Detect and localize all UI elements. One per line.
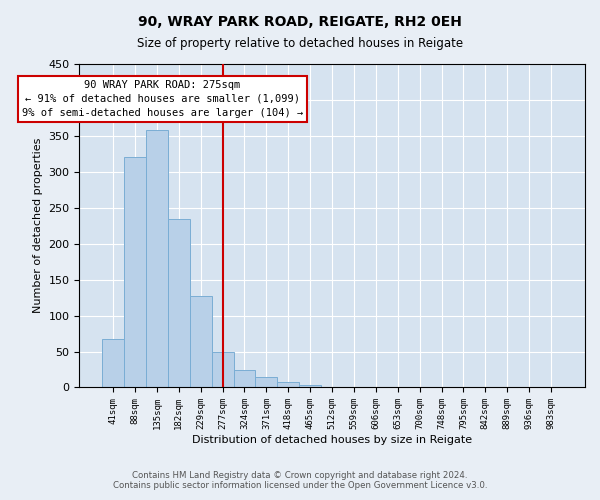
Bar (540, 387, 562, 388)
X-axis label: Distribution of detached houses by size in Reigate: Distribution of detached houses by size … (192, 435, 472, 445)
Bar (168, 218, 190, 388)
Bar (431, 387, 452, 388)
Bar (299, 386, 321, 388)
Y-axis label: Number of detached properties: Number of detached properties (33, 138, 43, 314)
Bar (321, 387, 343, 388)
Text: Size of property relative to detached houses in Reigate: Size of property relative to detached ho… (137, 38, 463, 51)
Bar (124, 158, 146, 388)
Text: 90 WRAY PARK ROAD: 275sqm
← 91% of detached houses are smaller (1,099)
9% of sem: 90 WRAY PARK ROAD: 275sqm ← 91% of detac… (22, 80, 303, 118)
Bar (190, 296, 212, 388)
Bar (233, 370, 256, 388)
Text: 90, WRAY PARK ROAD, REIGATE, RH2 0EH: 90, WRAY PARK ROAD, REIGATE, RH2 0EH (138, 15, 462, 29)
Bar (277, 382, 299, 388)
Bar (212, 352, 233, 388)
Bar (146, 130, 168, 388)
Bar (102, 340, 124, 388)
Text: Contains HM Land Registry data © Crown copyright and database right 2024.
Contai: Contains HM Land Registry data © Crown c… (113, 470, 487, 490)
Bar (256, 376, 277, 388)
